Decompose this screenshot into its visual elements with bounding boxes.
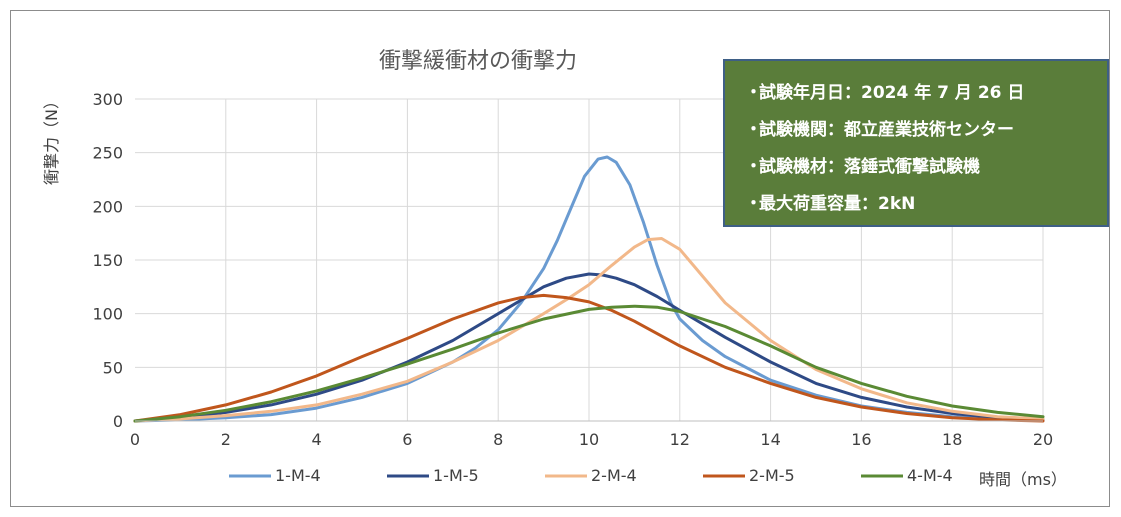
series-line-2-M-5 bbox=[133, 293, 1045, 423]
series-line-1-M-4 bbox=[133, 155, 1045, 423]
legend-label-1-M-5: 1-M-5 bbox=[433, 466, 479, 485]
series-line-4-M-4 bbox=[133, 304, 1045, 423]
y-tick-label: 50 bbox=[103, 358, 123, 377]
info-line-test-institution: ・試験機関：都立産業技術センター bbox=[745, 112, 1107, 149]
chart-frame: 0 50 100 150 200 250 300 0 2 4 6 8 10 12 14 16 18 20 衝撃緩衝… bbox=[10, 10, 1110, 507]
x-tick-label: 12 bbox=[670, 430, 690, 449]
y-tick-label: 100 bbox=[92, 305, 123, 324]
info-line-max-load: ・最大荷重容量：2kN bbox=[745, 186, 1107, 223]
x-tick-label: 8 bbox=[493, 430, 503, 449]
y-tick-label: 200 bbox=[92, 197, 123, 216]
x-tick-label: 14 bbox=[760, 430, 780, 449]
x-tick-label: 18 bbox=[942, 430, 962, 449]
y-tick-label: 0 bbox=[113, 412, 123, 431]
legend-label-4-M-4: 4-M-4 bbox=[907, 466, 953, 485]
legend-label-2-M-5: 2-M-5 bbox=[749, 466, 795, 485]
x-tick-label: 10 bbox=[579, 430, 599, 449]
y-axis-label: 衝撃力（N） bbox=[42, 93, 61, 185]
legend-label-2-M-4: 2-M-4 bbox=[591, 466, 637, 485]
x-tick-label: 4 bbox=[312, 430, 322, 449]
y-tick-label: 250 bbox=[92, 144, 123, 163]
info-line-test-equipment: ・試験機材：落錘式衝撃試験機 bbox=[745, 149, 1107, 186]
impact-force-chart: 0 50 100 150 200 250 300 0 2 4 6 8 10 12 14 16 18 20 衝撃緩衝… bbox=[42, 49, 1067, 489]
x-tick-label: 0 bbox=[130, 430, 140, 449]
info-line-test-date: ・試験年月日：2024 年 7 月 26 日 bbox=[745, 75, 1107, 112]
x-tick-label: 6 bbox=[402, 430, 412, 449]
axes: 0 50 100 150 200 250 300 0 2 4 6 8 10 12 14 16 18 20 bbox=[92, 90, 1053, 449]
series-group bbox=[133, 155, 1045, 423]
bullet: ・ bbox=[745, 83, 762, 103]
x-tick-label: 20 bbox=[1033, 430, 1053, 449]
bullet: ・ bbox=[745, 194, 762, 214]
bullet: ・ bbox=[745, 157, 762, 177]
test-info-box: ・試験年月日：2024 年 7 月 26 日 ・試験機関：都立産業技術センター … bbox=[723, 59, 1109, 227]
info-text: 試験機材：落錘式衝撃試験機 bbox=[759, 157, 980, 177]
bullet: ・ bbox=[745, 120, 762, 140]
x-axis-label: 時間（ms） bbox=[979, 470, 1067, 489]
x-tick-label: 16 bbox=[851, 430, 871, 449]
y-tick-label: 150 bbox=[92, 251, 123, 270]
legend-label-1-M-4: 1-M-4 bbox=[275, 466, 321, 485]
legend: 1-M-4 1-M-5 2-M-4 2-M-5 4-M-4 bbox=[229, 466, 953, 485]
chart-title: 衝撃緩衝材の衝撃力 bbox=[379, 49, 577, 74]
info-text: 試験年月日：2024 年 7 月 26 日 bbox=[759, 83, 1025, 103]
series-line-2-M-4 bbox=[133, 237, 1045, 423]
x-tick-label: 2 bbox=[221, 430, 231, 449]
info-text: 試験機関：都立産業技術センター bbox=[759, 120, 1014, 140]
y-tick-label: 300 bbox=[92, 90, 123, 109]
info-text: 最大荷重容量：2kN bbox=[759, 194, 916, 214]
grid bbox=[135, 98, 1044, 421]
